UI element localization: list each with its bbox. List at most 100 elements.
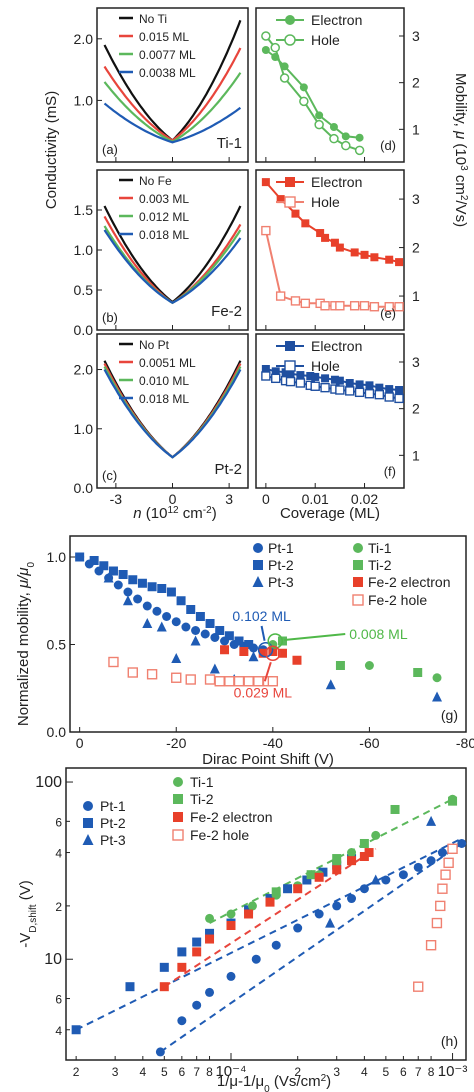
data-point	[448, 796, 458, 806]
data-point	[329, 133, 339, 144]
series-line	[103, 102, 242, 144]
annotation-label: 0.029 ML	[234, 684, 293, 700]
data-point	[413, 668, 423, 677]
data-point	[128, 575, 138, 585]
x-tick-label: 0	[76, 735, 84, 751]
y-label-mu: μ/μ	[15, 567, 32, 589]
legend-marker	[83, 818, 93, 828]
data-point	[190, 635, 201, 646]
data-point	[125, 982, 135, 992]
data-point	[191, 626, 201, 635]
y-tick-label: 1.0	[47, 549, 67, 565]
data-point	[75, 552, 85, 562]
data-point	[192, 937, 202, 947]
x-label-part: (Vs/cm	[270, 1073, 321, 1090]
y-label-part: -V	[17, 933, 34, 948]
x-label-part: 2	[321, 1073, 327, 1084]
data-point	[457, 838, 467, 848]
data-point	[171, 653, 182, 663]
data-point	[321, 233, 330, 242]
legend-marker	[284, 34, 296, 46]
x-tick-label: -80	[456, 735, 474, 751]
data-point	[185, 674, 196, 685]
x-tick-label: 3	[225, 491, 233, 507]
legend-marker	[253, 543, 263, 553]
y-tick-label: 4	[55, 1024, 62, 1038]
legend-label: Pt-2	[268, 557, 294, 573]
data-point	[432, 673, 442, 683]
data-point	[271, 940, 281, 950]
data-point	[271, 887, 281, 897]
y-tick-label: 1	[412, 288, 420, 304]
legend-label: Ti-2	[368, 557, 392, 573]
panels: 2.0 1.0 No Ti 0.015 ML 0.0077 ML 0.0038 ML (a)…	[15, 7, 474, 1092]
data-point	[384, 392, 394, 402]
y-tick-label: 6	[55, 993, 62, 1007]
data-point	[371, 830, 381, 840]
data-point	[318, 867, 328, 877]
panel-label: (h)	[441, 1033, 458, 1049]
data-point	[341, 140, 351, 151]
x-tick-label: 0	[169, 491, 177, 507]
data-point	[71, 1025, 81, 1035]
panel-frame	[65, 767, 467, 1061]
x-tick-label: 0.02	[351, 491, 378, 507]
data-point	[224, 631, 234, 641]
data-point	[364, 661, 374, 670]
data-point	[261, 371, 271, 381]
data-point	[316, 229, 325, 238]
y-tick-label: 3	[412, 28, 420, 44]
data-point	[375, 383, 384, 392]
legend-marker	[253, 560, 263, 570]
legend-marker	[83, 801, 93, 811]
data-point	[299, 83, 308, 92]
data-point	[384, 302, 394, 312]
data-point	[286, 369, 295, 378]
data-point	[137, 578, 147, 588]
data-point	[398, 870, 408, 880]
legend-label: Ti-2	[190, 791, 214, 807]
legend-marker	[285, 177, 295, 187]
data-point	[314, 872, 324, 882]
data-point	[177, 962, 187, 972]
y-tick-label: 0.5	[47, 637, 67, 653]
data-point	[261, 31, 271, 41]
panel-f: 3 2 1 0 0.01 0.02 Electron Hole (f)	[255, 333, 420, 507]
data-point	[261, 365, 270, 373]
data-point	[335, 385, 345, 395]
data-point	[205, 934, 215, 944]
data-point	[306, 372, 315, 380]
y-tick-label: 1.0	[74, 242, 94, 258]
legend-label: 0.012 ML	[139, 210, 189, 224]
x-tick-label: 3	[112, 1065, 119, 1079]
data-point	[443, 857, 454, 869]
data-point	[381, 875, 391, 885]
panel-tag: Fe-2	[211, 303, 242, 320]
data-point	[359, 301, 370, 311]
legend-label: Electron	[311, 174, 362, 190]
data-point	[437, 848, 447, 858]
data-point	[306, 870, 316, 880]
data-point	[108, 656, 119, 668]
y-tick-label: 2	[412, 240, 420, 256]
panel-frame	[255, 7, 405, 163]
panel-label: (f)	[384, 464, 396, 479]
data-point	[159, 962, 169, 972]
data-point	[192, 1000, 202, 1010]
data-point	[341, 132, 350, 141]
data-point	[300, 298, 311, 309]
coverage-axis-label: Coverage (ML)	[280, 505, 380, 522]
data-point	[320, 382, 330, 393]
y-tick-label: 1	[412, 447, 420, 463]
data-point	[345, 386, 355, 396]
data-point	[146, 669, 158, 680]
data-point	[385, 385, 394, 394]
y-tick-label: 2	[55, 900, 62, 914]
legend-label: Hole	[311, 194, 340, 210]
x-axis-label: Dirac Point Shift (V)	[202, 751, 334, 768]
x-tick-label: 4	[361, 1065, 368, 1079]
annotation-circle	[265, 645, 281, 661]
series-line	[103, 47, 242, 142]
x-tick-label: 2	[73, 1065, 80, 1079]
legend-label: No Pt	[139, 338, 170, 352]
